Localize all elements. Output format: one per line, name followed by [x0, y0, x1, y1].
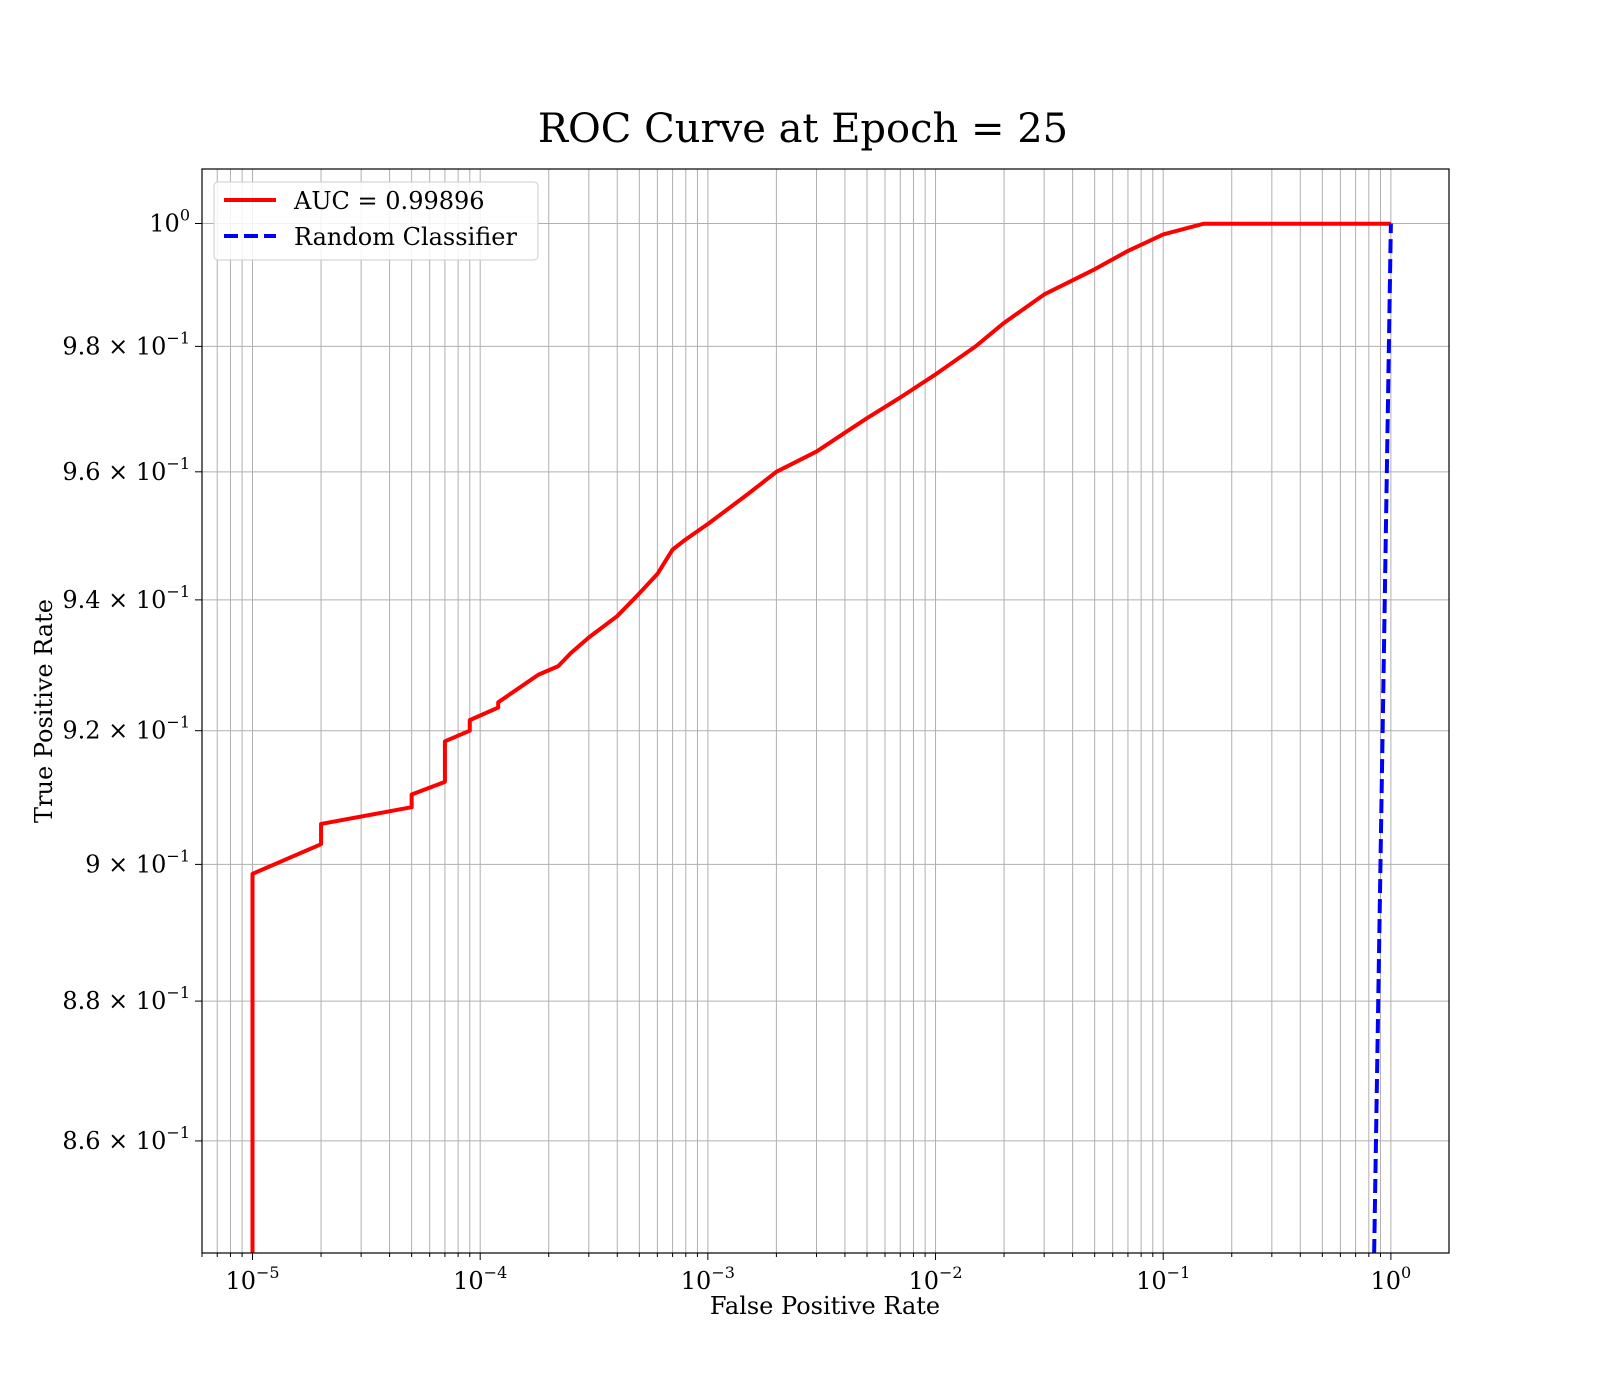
y-tick-label: 9.4 × 10−1 — [62, 582, 190, 614]
y-tick-label: 9.8 × 10−1 — [62, 328, 190, 360]
x-tick-label: 10−4 — [453, 1263, 507, 1295]
x-tick-label: 10−5 — [225, 1263, 279, 1295]
x-tick-label: 10−2 — [908, 1263, 962, 1295]
plot-frame — [201, 168, 1450, 1254]
x-tick-label: 100 — [1371, 1263, 1412, 1295]
x-tick-label: 10−1 — [1136, 1263, 1190, 1295]
random-classifier-line — [1372, 223, 1393, 1254]
series-layer — [250, 221, 1393, 1254]
legend-label-auc: AUC = 0.99896 — [293, 187, 485, 215]
chart-title: ROC Curve at Epoch = 25 — [538, 106, 1068, 152]
y-tick-label: 9 × 10−1 — [85, 846, 190, 878]
y-tick-label: 100 — [149, 206, 190, 238]
y-tick-label: 9.6 × 10−1 — [62, 454, 190, 486]
x-tick-label: 10−3 — [681, 1263, 735, 1295]
y-axis-ticks: 100 9.8 × 10−1 9.6 × 10−1 9.4 × 10−1 9.2 × 1… — [62, 206, 202, 1155]
legend-label-random: Random Classifier — [294, 223, 517, 251]
y-tick-label: 8.8 × 10−1 — [62, 983, 190, 1015]
legend: AUC = 0.99896 Random Classifier — [213, 181, 539, 261]
x-axis-label: False Positive Rate — [710, 1292, 940, 1320]
y-tick-label: 8.6 × 10−1 — [62, 1123, 190, 1155]
y-tick-label: 9.2 × 10−1 — [62, 713, 190, 745]
legend-box — [213, 181, 539, 261]
x-axis-ticks: 10−5 10−4 10−3 10−2 10−1 100 — [201, 1253, 1412, 1295]
grid — [201, 169, 1449, 1253]
roc-curve-line — [250, 221, 1391, 1253]
y-axis-label: True Positive Rate — [30, 599, 58, 823]
